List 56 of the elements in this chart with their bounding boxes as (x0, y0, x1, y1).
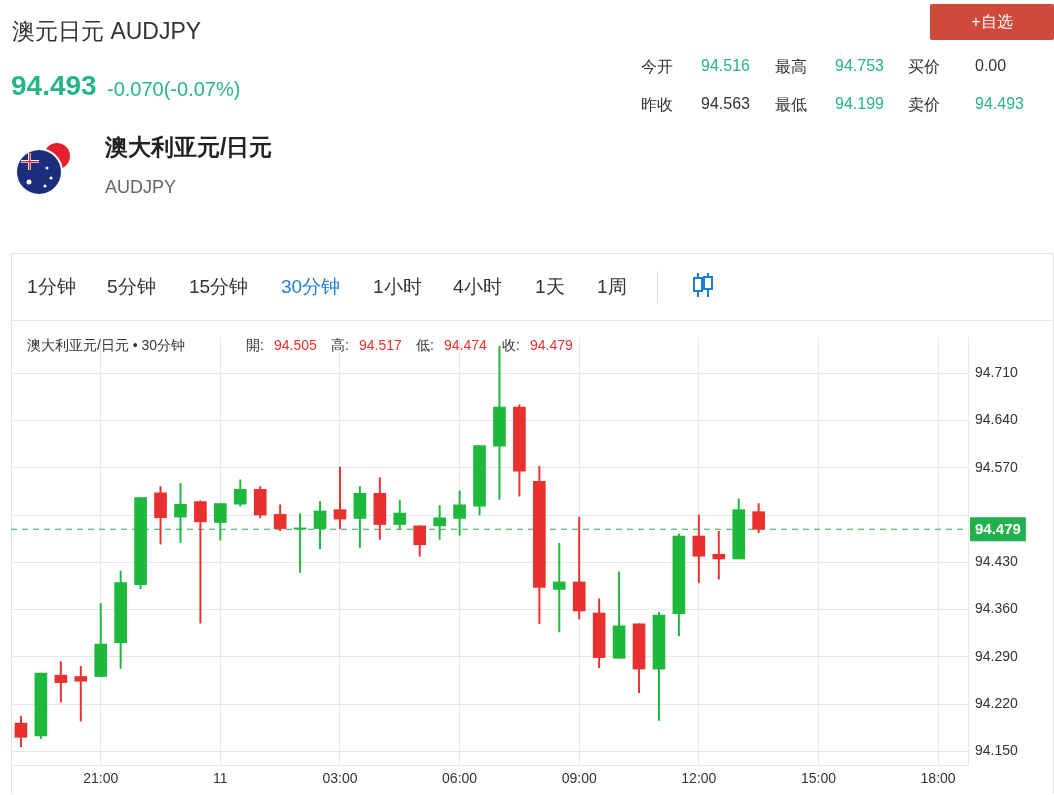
x-tick-label: 11 (213, 770, 228, 787)
candlestick (74, 666, 88, 722)
x-tick-label: 06:00 (442, 770, 478, 787)
text: 5分钟 (107, 275, 156, 299)
text: AUDJPY (105, 177, 177, 198)
y-tick-label: 94.150 (975, 742, 1019, 759)
text: 买价 (908, 57, 940, 77)
x-tick-label: 03:00 (322, 770, 358, 787)
chart-title: 澳元日元 AUDJPY (12, 17, 202, 46)
x-tick-label: 09:00 (561, 770, 597, 787)
annotation: 低: (416, 337, 434, 355)
y-tick-label: 94.710 (975, 364, 1019, 381)
text: 澳大利亚元/日元 (105, 133, 273, 162)
text: 1小时 (373, 275, 422, 299)
ref-line-label: 94.479 (975, 520, 1021, 538)
text: 最低 (775, 95, 807, 115)
text: 94.493 (975, 95, 1024, 113)
y-tick-label: 94.570 (975, 458, 1019, 475)
y-tick-label: 94.430 (975, 553, 1019, 570)
text: 4小时 (453, 275, 502, 299)
annotation: 94.517 (359, 337, 402, 353)
text: +自选 (930, 4, 1054, 40)
annotation: 高: (331, 337, 349, 355)
candlestick (712, 530, 726, 580)
text: 卖价 (908, 95, 940, 115)
text: 94.493 (11, 70, 97, 102)
text: 1天 (535, 275, 565, 299)
y-tick-label: 94.360 (975, 600, 1019, 617)
text: 今开 (641, 57, 673, 77)
annotation: 94.479 (530, 337, 573, 353)
y-tick-label: 94.220 (975, 695, 1019, 712)
x-tick-label: 21:00 (83, 770, 119, 787)
annotation: 開: (246, 337, 264, 355)
text: 94.199 (835, 95, 884, 113)
text: 0.00 (975, 57, 1007, 75)
annotation: 收: (502, 337, 520, 355)
text: 最高 (775, 57, 807, 77)
text: 1周 (597, 275, 627, 299)
candlestick (293, 513, 307, 573)
y-tick-label: 94.640 (975, 411, 1019, 428)
text: -0.070(-0.07%) (107, 78, 241, 101)
x-tick-label: 15:00 (800, 770, 837, 787)
candlestick (552, 543, 566, 633)
x-tick-label: 18:00 (920, 770, 956, 787)
x-tick-label: 12:00 (681, 770, 717, 787)
text: 94.563 (701, 95, 750, 113)
text: 94.516 (701, 57, 750, 75)
y-tick-label: 94.290 (975, 647, 1019, 664)
text: 30分钟 (281, 275, 341, 299)
text: 94.753 (835, 57, 884, 75)
annotation: 澳大利亚元/日元 • 30分钟 (27, 337, 186, 355)
text: 15分钟 (189, 275, 249, 299)
text: 昨收 (641, 95, 673, 115)
annotation: 94.505 (274, 337, 317, 353)
annotation: 94.474 (444, 337, 487, 353)
text: 1分钟 (27, 275, 76, 299)
